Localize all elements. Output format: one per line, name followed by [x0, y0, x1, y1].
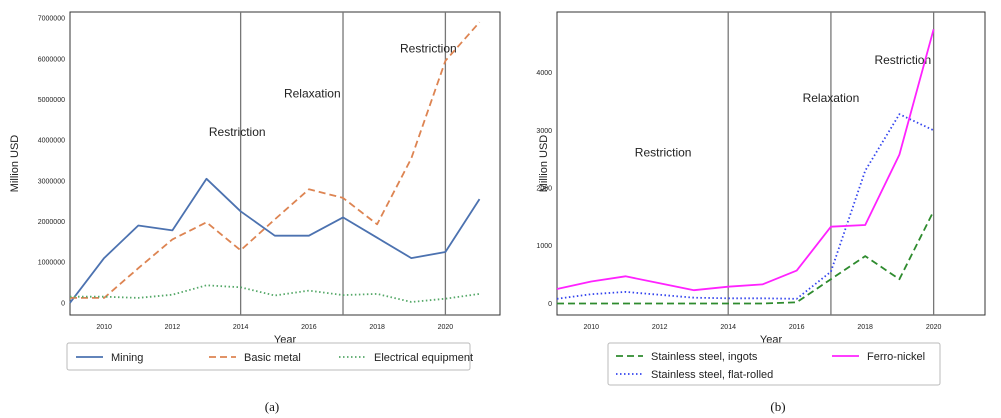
series-line	[557, 210, 935, 305]
x-tick-label: 2014	[720, 324, 736, 331]
y-tick-label: 5000000	[38, 97, 65, 104]
y-tick-label: 0	[61, 300, 65, 307]
x-tick-label: 2018	[369, 324, 385, 331]
y-tick-label: 3000	[536, 128, 552, 135]
y-tick-label: 0	[548, 301, 552, 308]
legend-entry: Basic metal	[244, 352, 301, 364]
panel-caption: (b)	[770, 399, 785, 414]
x-tick-label: 2018	[857, 324, 873, 331]
series-line	[69, 177, 481, 304]
series-line	[70, 21, 481, 299]
y-tick-label: 2000	[536, 186, 552, 193]
annotation-label: Restriction	[209, 125, 266, 139]
legend-entry: Mining	[111, 352, 143, 364]
legend-entry: Electrical equipment	[374, 352, 473, 364]
y-tick-label: 2000000	[38, 219, 65, 226]
plot-frame	[556, 11, 986, 316]
x-tick-label: 2012	[165, 324, 181, 331]
annotation-label: Relaxation	[803, 91, 860, 105]
annotation-label: Relaxation	[284, 86, 341, 100]
y-tick-label: 4000	[536, 70, 552, 77]
chart-panel-b: 2010 2012 2014 2016 2018 2020 0 1000 2000 3000 400…	[536, 11, 986, 414]
series-line	[556, 29, 935, 292]
y-axis-label: Million USD	[538, 135, 550, 193]
series-line	[556, 113, 934, 300]
legend-entry: Ferro-nickel	[867, 351, 925, 363]
plot-frame	[69, 11, 501, 316]
x-tick-label: 2016	[301, 324, 317, 331]
x-tick-label: 2014	[233, 324, 249, 331]
x-tick-label: 2020	[438, 324, 454, 331]
x-tick-label: 2016	[789, 324, 805, 331]
y-axis-label: Million USD	[9, 135, 21, 193]
annotation-label: Restriction	[400, 42, 457, 56]
x-tick-label: 2010	[583, 324, 599, 331]
y-tick-label: 3000000	[38, 178, 65, 185]
legend: Stainless steel, ingots Stainless steel, …	[607, 342, 941, 386]
x-tick-label: 2010	[96, 324, 112, 331]
legend-entry: Stainless steel, ingots	[651, 351, 758, 363]
legend-box	[66, 342, 471, 371]
chart-panel-a: 2010 2012 2014 2016 2018 2020 0 1000000 2000000 3…	[9, 11, 501, 414]
panel-caption: (a)	[265, 399, 279, 414]
annotation-label: Restriction	[874, 53, 931, 67]
legend: Mining Basic metal Electrical equipment	[66, 342, 473, 371]
series-line	[70, 284, 480, 303]
legend-entry: Stainless steel, flat-rolled	[651, 369, 773, 381]
x-tick-label: 2012	[652, 324, 668, 331]
y-tick-label: 4000000	[38, 138, 65, 145]
annotation-label: Restriction	[635, 145, 692, 159]
y-tick-label: 6000000	[38, 56, 65, 63]
y-tick-label: 7000000	[38, 16, 65, 23]
x-tick-label: 2020	[926, 324, 942, 331]
y-tick-label: 1000	[536, 243, 552, 250]
y-tick-label: 1000000	[38, 260, 65, 267]
legend-box	[607, 342, 941, 386]
